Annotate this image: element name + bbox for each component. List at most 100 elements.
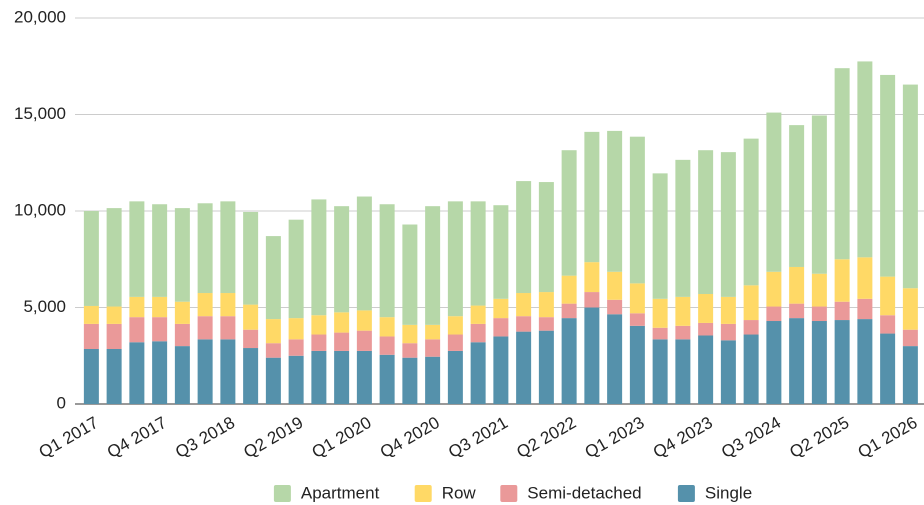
bar-segment <box>220 201 236 294</box>
bar-segment <box>880 74 896 277</box>
bar-segment <box>789 318 805 404</box>
bar-segment <box>379 317 395 337</box>
bar-segment <box>402 224 418 325</box>
bar-segment <box>152 204 168 297</box>
legend-swatch <box>414 485 432 502</box>
bar-segment <box>402 357 418 404</box>
bar-segment <box>652 327 668 340</box>
bar-segment <box>493 318 509 337</box>
bar-segment <box>675 296 691 326</box>
x-tick-label: Q4 2020 <box>377 413 443 462</box>
bar-segment <box>766 112 782 272</box>
bar-segment <box>516 331 532 404</box>
bar-segment <box>447 316 463 335</box>
x-tick-label: Q3 2024 <box>718 413 784 462</box>
x-tick-label: Q1 2023 <box>582 413 648 462</box>
x-tick-label: Q1 2020 <box>309 413 375 462</box>
bar-segment <box>152 341 168 404</box>
bar-segment <box>129 317 145 343</box>
bar-segment <box>584 292 600 308</box>
bar-segment <box>652 339 668 404</box>
x-tick-label: Q4 2017 <box>104 413 170 462</box>
bar-segment <box>629 283 645 314</box>
bar-segment <box>334 350 350 404</box>
bar-segment <box>516 181 532 294</box>
x-tick-label: Q3 2021 <box>445 413 511 462</box>
bar-segment <box>311 334 327 351</box>
bar-segment <box>311 199 327 316</box>
bar-segment <box>652 173 668 299</box>
bar-segment <box>243 329 259 349</box>
bar-segment <box>698 150 714 294</box>
y-tick-label: 15,000 <box>14 104 66 123</box>
x-tick-label: Q2 2022 <box>513 413 579 462</box>
bar-segment <box>129 296 145 318</box>
bar-segment <box>174 301 190 324</box>
bar-segment <box>743 334 759 404</box>
bar-segment <box>379 354 395 404</box>
bar-segment <box>197 339 213 404</box>
bar-segment <box>584 131 600 263</box>
bar-segment <box>607 130 623 272</box>
bar-segment <box>265 319 281 344</box>
bar-segment <box>675 325 691 340</box>
bar-segment <box>766 321 782 404</box>
bar-segment <box>83 348 99 404</box>
x-tick-label: Q1 2017 <box>36 413 102 462</box>
bar-segment <box>834 301 850 321</box>
bar-segment <box>880 333 896 404</box>
bar-segment <box>311 350 327 404</box>
bar-segment <box>152 296 168 318</box>
bar-segment <box>334 206 350 313</box>
bar-segment <box>538 330 554 404</box>
bar-segment <box>607 299 623 315</box>
bar-segment <box>857 61 873 258</box>
bar-segment <box>288 219 304 319</box>
bar-segment <box>902 288 918 330</box>
bar-segment <box>811 321 827 404</box>
bar-segment <box>243 304 259 330</box>
bar-segment <box>834 259 850 302</box>
bar-segment <box>561 318 577 404</box>
bar-segment <box>288 339 304 356</box>
bar-segment <box>265 236 281 320</box>
bar-segment <box>516 293 532 317</box>
bar-segment <box>607 314 623 404</box>
bar-segment <box>789 303 805 319</box>
bar-segment <box>857 319 873 404</box>
bar-segment <box>834 320 850 404</box>
bar-segment <box>902 346 918 404</box>
bar-segment <box>743 320 759 335</box>
bar-segment <box>470 342 486 404</box>
bar-segment <box>789 266 805 304</box>
bar-segment <box>902 84 918 289</box>
bar-segment <box>720 152 736 297</box>
bar-segment <box>174 208 190 302</box>
bar-segment <box>584 262 600 293</box>
y-tick-label: 5,000 <box>23 297 66 316</box>
bar-segment <box>220 339 236 404</box>
bar-segment <box>106 323 122 349</box>
bar-segment <box>629 136 645 284</box>
x-tick-label: Q4 2023 <box>650 413 716 462</box>
bar-segment <box>83 323 99 349</box>
bar-segment <box>129 342 145 404</box>
bar-segment <box>698 322 714 336</box>
bar-segment <box>607 271 623 300</box>
bar-segment <box>789 125 805 267</box>
bar-segment <box>720 296 736 324</box>
bar-segment <box>880 276 896 316</box>
bar-segment <box>447 201 463 317</box>
bar-segment <box>197 203 213 294</box>
legend-label: Apartment <box>301 483 380 502</box>
legend-swatch <box>273 485 291 502</box>
bar-segment <box>197 316 213 340</box>
bar-segment <box>811 306 827 322</box>
bar-segment <box>243 348 259 404</box>
bar-segment <box>288 355 304 404</box>
bar-segment <box>902 329 918 347</box>
bar-segment <box>447 334 463 351</box>
bar-segment <box>356 196 372 311</box>
bar-segment <box>470 323 486 343</box>
bar-segment <box>356 310 372 331</box>
